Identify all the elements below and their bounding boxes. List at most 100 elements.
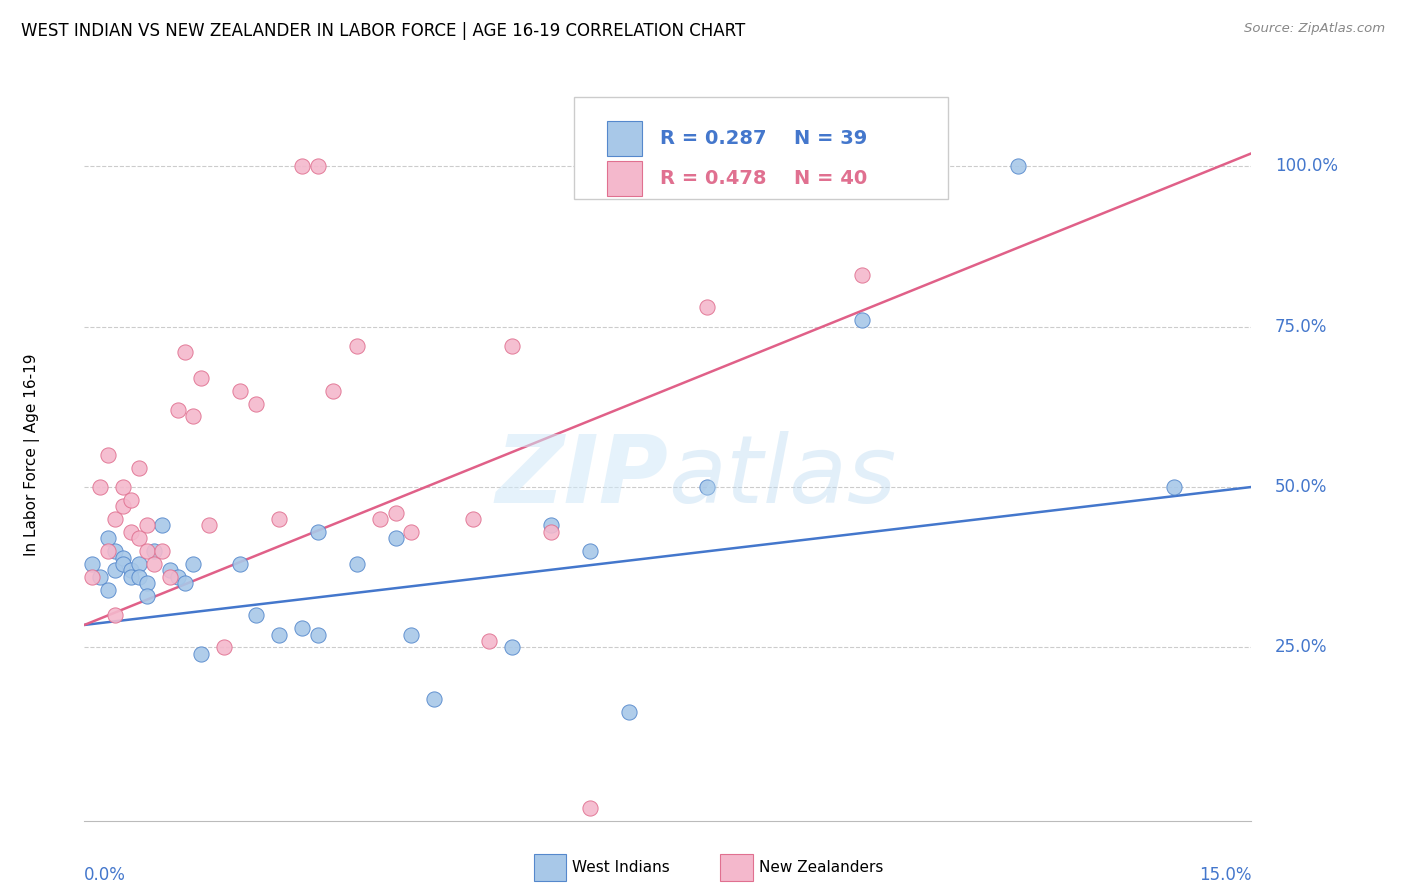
Point [540, 518, 562, 533]
Point [307, 159, 329, 173]
Point [1007, 159, 1029, 173]
Point [112, 550, 135, 565]
Point [112, 557, 135, 571]
Point [540, 524, 562, 539]
Point [346, 557, 368, 571]
Point [166, 570, 188, 584]
Text: R = 0.287: R = 0.287 [659, 129, 766, 148]
Text: In Labor Force | Age 16-19: In Labor Force | Age 16-19 [24, 353, 39, 557]
Point [120, 524, 142, 539]
Text: 75.0%: 75.0% [1275, 318, 1327, 335]
Point [307, 627, 329, 641]
Point [501, 640, 523, 655]
Point [229, 384, 252, 398]
Point [501, 339, 523, 353]
Point [245, 396, 267, 410]
Point [82, 557, 104, 571]
Point [851, 268, 873, 283]
Text: 100.0%: 100.0% [1275, 157, 1337, 175]
Point [120, 570, 142, 584]
Point [346, 339, 368, 353]
Point [267, 627, 290, 641]
Point [579, 801, 602, 815]
Point [174, 576, 197, 591]
Text: New Zealanders: New Zealanders [759, 860, 883, 875]
Point [579, 544, 602, 558]
Point [128, 532, 150, 546]
Point [245, 608, 267, 623]
Text: N = 39: N = 39 [794, 129, 868, 148]
Point [135, 518, 157, 533]
Point [143, 557, 166, 571]
Point [128, 460, 150, 475]
Text: atlas: atlas [668, 432, 896, 523]
Point [399, 524, 422, 539]
Point [384, 532, 406, 546]
Text: ZIP: ZIP [495, 431, 668, 523]
Point [135, 589, 157, 603]
Point [696, 480, 718, 494]
Point [291, 159, 314, 173]
Point [181, 557, 204, 571]
Point [112, 480, 135, 494]
Text: 15.0%: 15.0% [1199, 865, 1251, 884]
Point [104, 608, 127, 623]
FancyBboxPatch shape [575, 96, 948, 199]
FancyBboxPatch shape [534, 854, 567, 881]
Point [150, 544, 173, 558]
Point [368, 512, 391, 526]
Text: Source: ZipAtlas.com: Source: ZipAtlas.com [1244, 22, 1385, 36]
Point [97, 582, 120, 597]
Point [159, 563, 181, 577]
Point [135, 544, 157, 558]
Point [214, 640, 236, 655]
Point [97, 532, 120, 546]
Point [89, 480, 111, 494]
Point [307, 524, 329, 539]
Point [104, 563, 127, 577]
Point [120, 492, 142, 507]
Point [89, 570, 111, 584]
FancyBboxPatch shape [720, 854, 754, 881]
Text: 0.0%: 0.0% [84, 865, 127, 884]
Point [399, 627, 422, 641]
Point [423, 691, 446, 706]
Point [267, 512, 290, 526]
Text: WEST INDIAN VS NEW ZEALANDER IN LABOR FORCE | AGE 16-19 CORRELATION CHART: WEST INDIAN VS NEW ZEALANDER IN LABOR FO… [21, 22, 745, 40]
Point [851, 313, 873, 327]
Point [166, 403, 188, 417]
Point [104, 544, 127, 558]
Point [97, 544, 120, 558]
Point [190, 647, 212, 661]
Text: R = 0.478: R = 0.478 [659, 169, 766, 188]
FancyBboxPatch shape [607, 161, 643, 196]
Point [159, 570, 181, 584]
Point [322, 384, 344, 398]
Point [617, 705, 640, 719]
Point [120, 563, 142, 577]
Point [229, 557, 252, 571]
Point [150, 518, 173, 533]
FancyBboxPatch shape [607, 121, 643, 156]
Point [463, 512, 485, 526]
Point [478, 634, 501, 648]
Point [181, 409, 204, 424]
Point [97, 448, 120, 462]
Point [82, 570, 104, 584]
Point [104, 512, 127, 526]
Point [112, 500, 135, 514]
Point [128, 557, 150, 571]
Point [128, 570, 150, 584]
Text: West Indians: West Indians [572, 860, 669, 875]
Text: 25.0%: 25.0% [1275, 639, 1327, 657]
Point [198, 518, 221, 533]
Point [143, 544, 166, 558]
Point [190, 371, 212, 385]
Point [174, 345, 197, 359]
Text: N = 40: N = 40 [794, 169, 868, 188]
Point [384, 506, 406, 520]
Text: 50.0%: 50.0% [1275, 478, 1327, 496]
Point [696, 301, 718, 315]
Point [291, 621, 314, 635]
Point [1163, 480, 1185, 494]
